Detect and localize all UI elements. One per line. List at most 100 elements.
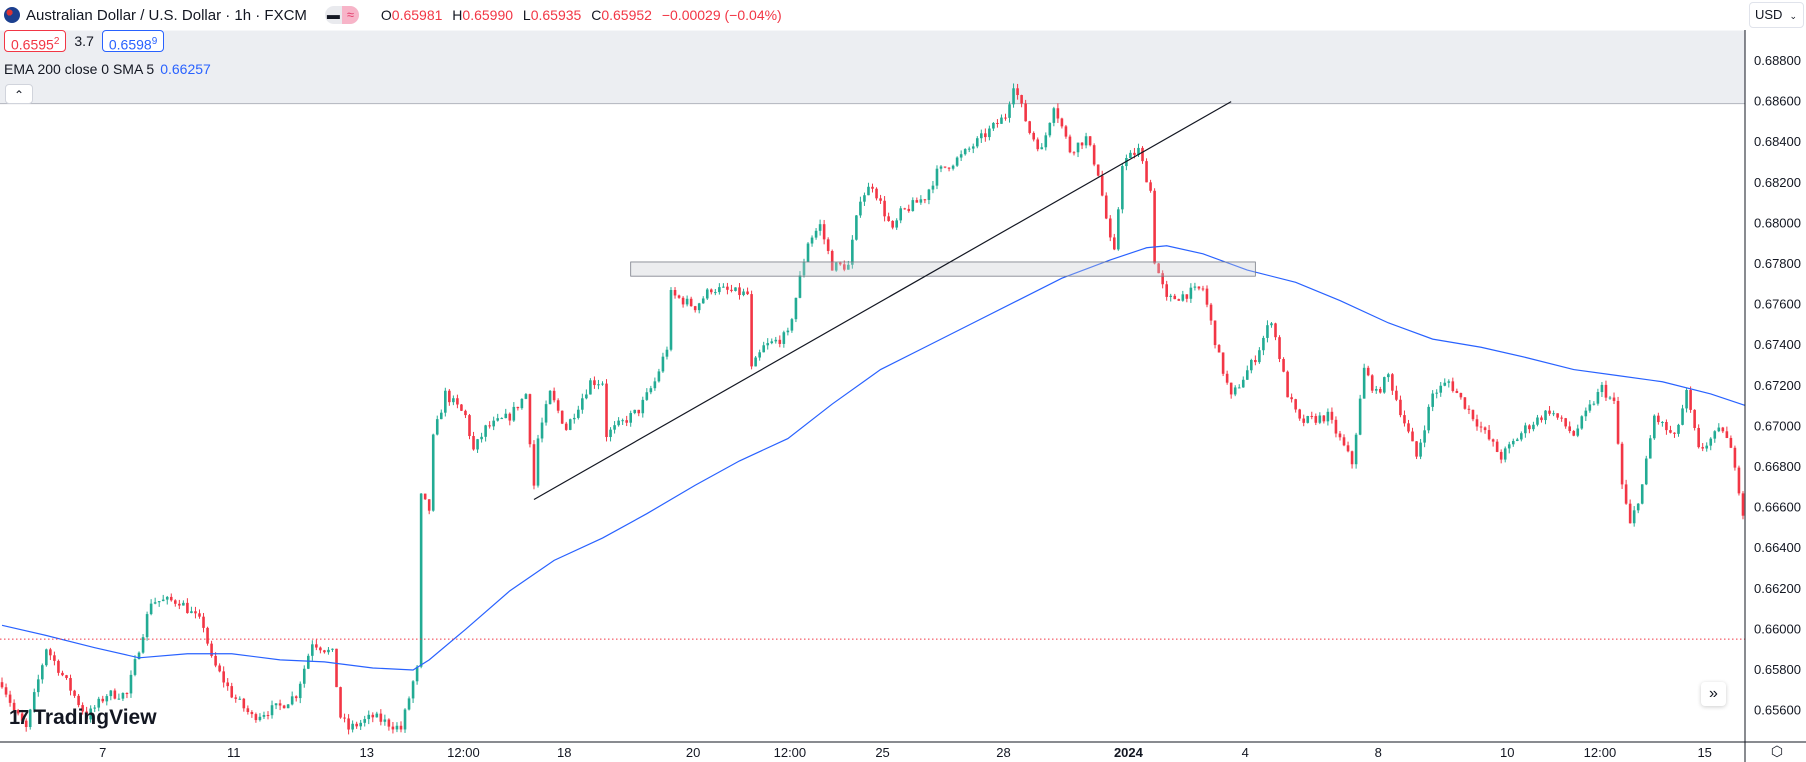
candle-body: [544, 404, 548, 423]
candle-body: [439, 412, 443, 420]
candle-body: [484, 425, 487, 437]
chart-type-toggle[interactable]: ▬ ≈: [324, 6, 359, 24]
candle-body: [32, 692, 36, 710]
candle-body: [1511, 440, 1515, 445]
candle-body: [1358, 398, 1362, 435]
tradingview-logo[interactable]: 17 TradingView: [9, 706, 157, 729]
price-tick-label: 0.67600: [1754, 297, 1801, 312]
candle-body: [1302, 418, 1306, 423]
candle-body: [738, 287, 741, 296]
candle-body: [951, 165, 955, 169]
candle-body: [302, 668, 306, 684]
candle-body: [93, 707, 97, 709]
currency-dropdown[interactable]: USD ⌄: [1749, 2, 1804, 28]
candle-body: [1697, 427, 1700, 448]
candle-body: [1294, 399, 1297, 410]
candle-body: [460, 404, 463, 411]
candle-body: [149, 603, 153, 615]
candle-body: [855, 215, 858, 240]
candle-body: [1334, 419, 1338, 434]
collapse-legend-button[interactable]: ⌃: [5, 84, 33, 104]
candle-body: [645, 392, 649, 400]
scroll-to-realtime-button[interactable]: »: [1701, 682, 1726, 706]
candle-body: [1717, 427, 1721, 432]
candle-body: [512, 406, 516, 421]
candle-body: [1507, 444, 1511, 449]
candle-body: [1266, 325, 1269, 338]
candle-body: [943, 166, 947, 168]
candle-body: [254, 714, 258, 721]
candle-body: [1169, 295, 1173, 297]
candle-body: [1729, 437, 1733, 448]
candle-body: [202, 616, 205, 628]
price-tick-label: 0.67800: [1754, 256, 1801, 271]
candle-body: [218, 665, 221, 672]
candle-body: [637, 409, 641, 414]
candle-body: [1274, 323, 1277, 338]
candle-body: [1004, 117, 1007, 119]
candle-body: [568, 419, 572, 430]
candle-body: [867, 186, 870, 196]
candle-body: [359, 722, 362, 727]
bars-toggle-icon[interactable]: ▬: [326, 7, 340, 22]
candle-body: [589, 380, 592, 395]
candle-body: [1395, 390, 1398, 400]
candle-body: [1387, 374, 1390, 378]
candle-body: [20, 713, 24, 721]
buy-button[interactable]: 0.65989: [101, 30, 165, 53]
candle-body: [1636, 503, 1640, 511]
candle-body: [1524, 425, 1527, 434]
candle-body: [391, 726, 395, 730]
candle-body: [1241, 379, 1245, 388]
price-change: −0.00029 (−0.04%): [661, 7, 782, 23]
candle-body: [1685, 389, 1688, 409]
candle-body: [1378, 388, 1382, 393]
candle-body: [996, 122, 999, 124]
candle-body: [464, 410, 467, 416]
candle-body: [1250, 359, 1253, 371]
candle-body: [145, 614, 149, 638]
candle-body: [53, 655, 56, 661]
wave-toggle-icon[interactable]: ≈: [341, 6, 359, 24]
candle-body: [363, 719, 367, 723]
candle-body: [701, 298, 705, 304]
candle-body: [141, 637, 145, 653]
candle-body: [472, 436, 475, 450]
candle-body: [1100, 175, 1104, 196]
candle-body: [879, 198, 882, 201]
candle-body: [1354, 434, 1358, 465]
candle-body: [532, 444, 536, 486]
candle-body: [1060, 118, 1064, 127]
candle-body: [1657, 415, 1660, 423]
chart-settings-icon[interactable]: ⬡: [1770, 743, 1784, 759]
candle-body: [157, 601, 161, 603]
candle-body: [540, 422, 544, 439]
candle-body: [560, 410, 564, 424]
candle-body: [927, 189, 931, 200]
candle-body: [891, 220, 894, 228]
candle-body: [1479, 426, 1483, 428]
time-tick-label: 12:00: [447, 745, 480, 760]
candle-body: [919, 199, 923, 203]
candle-body: [851, 239, 854, 265]
price-tick-label: 0.68200: [1754, 175, 1801, 190]
candle-body: [1584, 410, 1588, 417]
candle-body: [1725, 431, 1729, 438]
candle-body: [190, 611, 193, 614]
candle-body: [597, 384, 600, 386]
candle-body: [677, 295, 681, 298]
candle-body: [975, 138, 979, 147]
candle-body: [963, 149, 967, 155]
sell-button[interactable]: 0.65952: [4, 30, 67, 53]
candle-body: [1741, 493, 1745, 516]
candle-body: [947, 167, 951, 169]
candle-body: [734, 287, 737, 291]
indicator-legend-ema[interactable]: EMA 200 close 0 SMA 5 0.66257: [0, 58, 215, 80]
candle-body: [399, 725, 403, 730]
candle-body: [1173, 295, 1177, 300]
candle-body: [822, 224, 826, 240]
candle-body: [790, 319, 794, 331]
candle-body: [1653, 415, 1656, 439]
symbol-title[interactable]: Australian Dollar / U.S. Dollar · 1h · F…: [26, 6, 307, 24]
